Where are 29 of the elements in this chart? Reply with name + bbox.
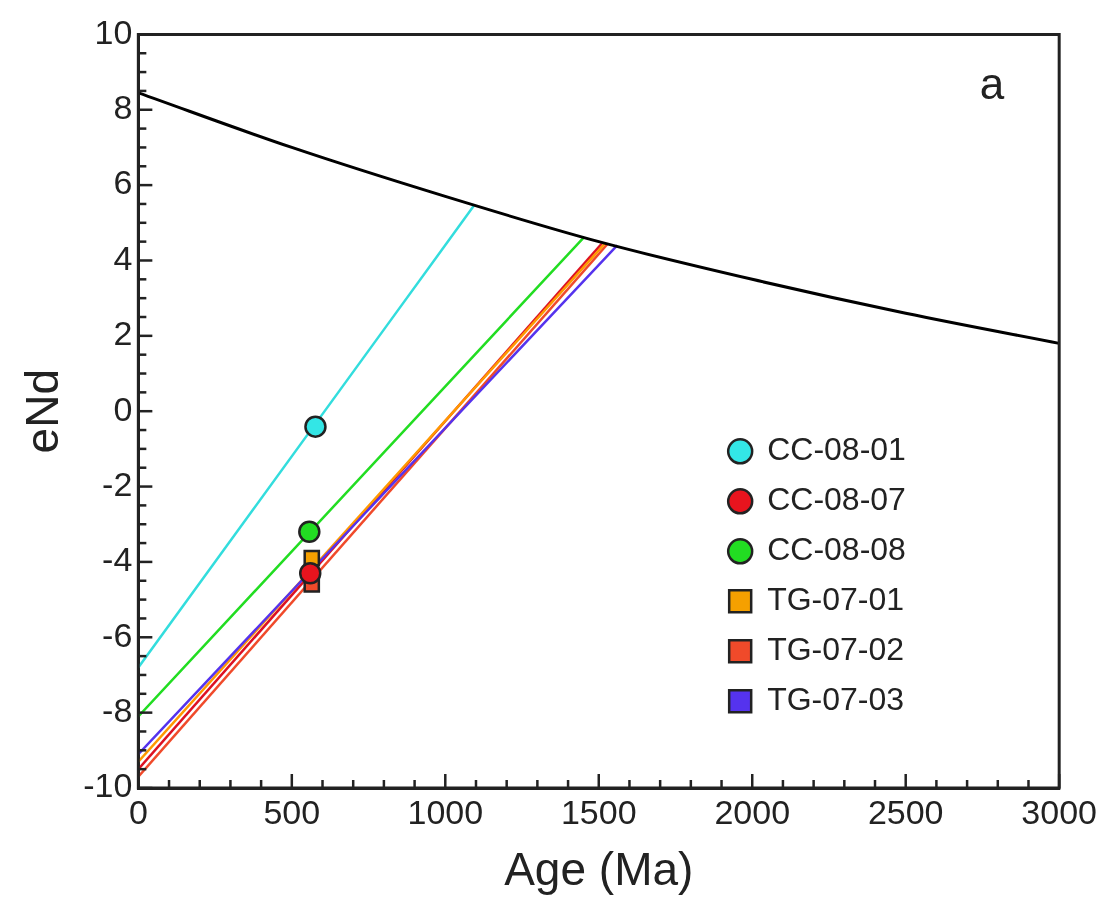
y-tick-label: 2: [113, 314, 133, 353]
legend-label: TG-07-02: [767, 631, 905, 668]
y-tick-label: -4: [102, 540, 133, 579]
y-tick-label: 10: [94, 12, 133, 51]
x-tick-label: 2500: [867, 792, 944, 831]
legend-label: CC-08-07: [767, 481, 906, 518]
y-tick-label: -6: [102, 615, 133, 654]
point: [304, 415, 327, 438]
y-tick-label: -2: [102, 464, 133, 503]
y-axis-title: eNd: [16, 369, 69, 454]
y-tick-label: 0: [113, 389, 133, 428]
legend-label: TG-07-01: [767, 581, 905, 618]
x-tick-label: 1500: [560, 792, 637, 831]
x-axis-title: Age (Ma): [504, 843, 694, 896]
legend-label: TG-07-03: [767, 681, 905, 718]
legend-label: CC-08-08: [767, 531, 906, 568]
y-tick-label: 4: [113, 238, 133, 277]
point: [298, 520, 321, 544]
x-tick-label: 500: [263, 792, 321, 831]
y-tick-label: -10: [83, 766, 133, 805]
point: [298, 561, 322, 585]
x-tick-label: 3000: [1021, 792, 1097, 831]
y-tick-label: -8: [102, 691, 133, 730]
legend-label: CC-08-01: [767, 431, 906, 468]
x-tick-label: 2000: [714, 792, 791, 831]
y-tick-label: 8: [113, 88, 133, 127]
y-tick-label: 6: [113, 163, 133, 202]
x-tick-label: 1000: [407, 792, 484, 831]
annotation: a: [979, 58, 1005, 108]
